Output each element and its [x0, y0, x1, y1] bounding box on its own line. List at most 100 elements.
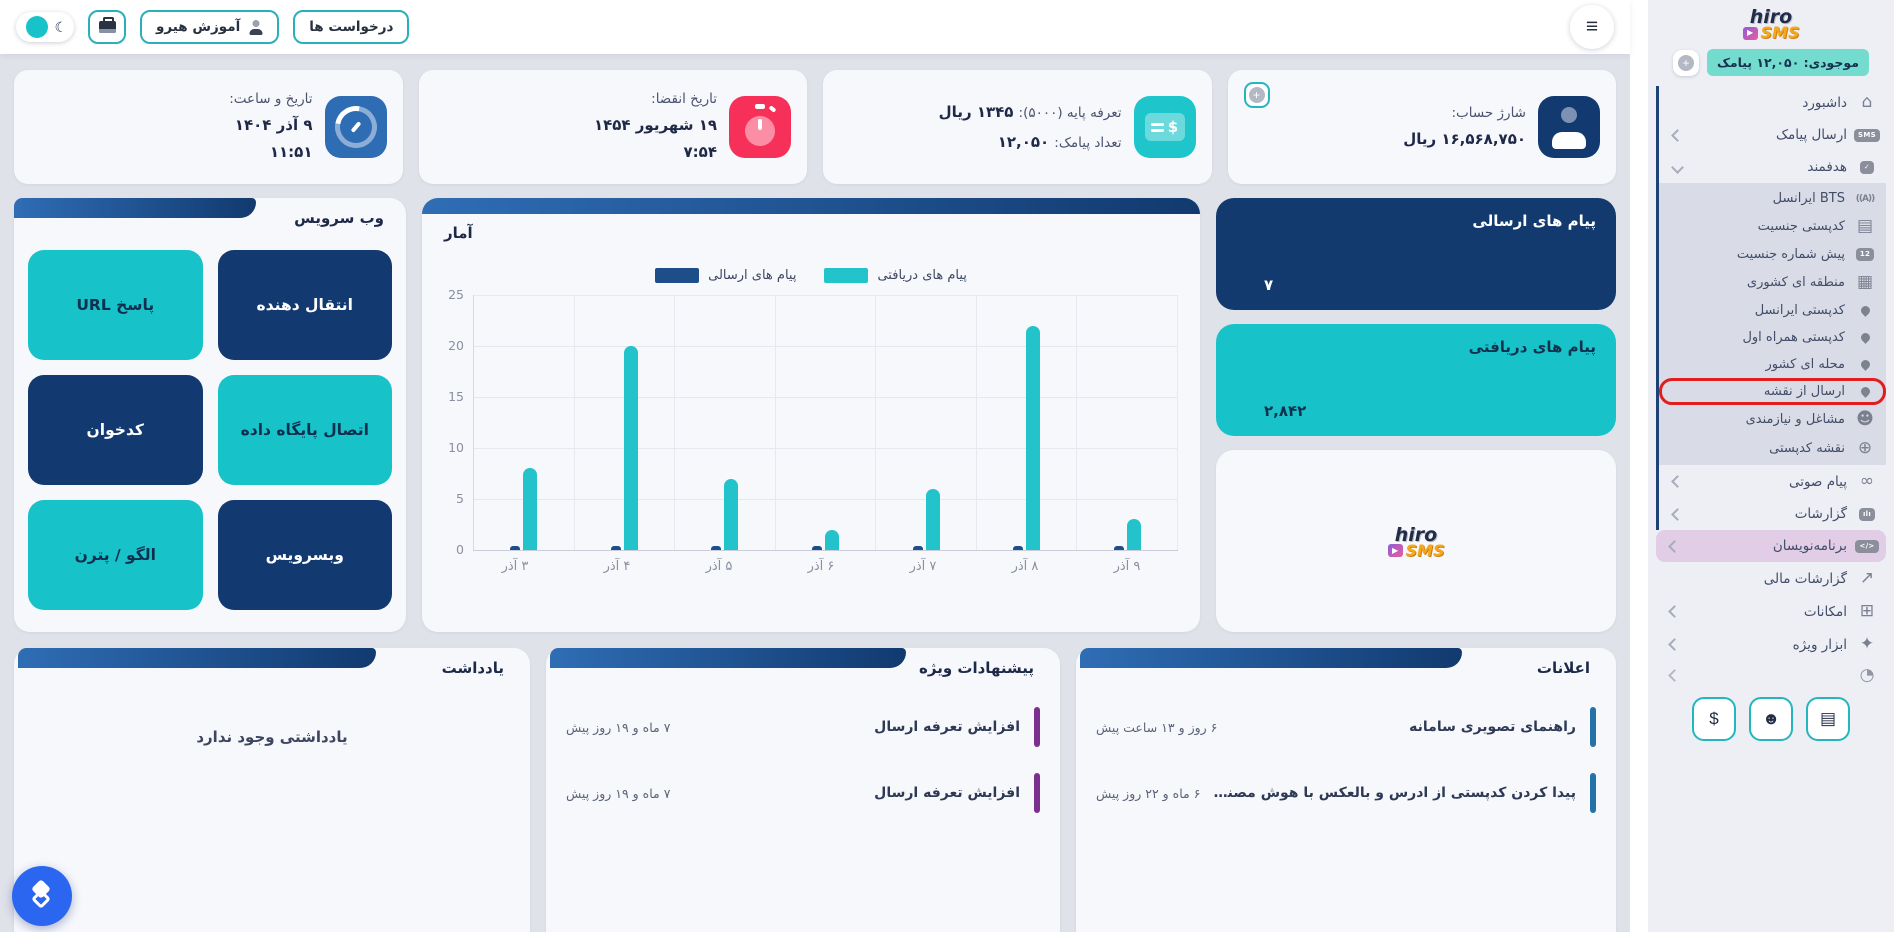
webservice-title: وب سرویس	[294, 209, 384, 227]
chart-bar	[623, 346, 638, 550]
webservice-card: وب سرویس انتقال دهنده پاسخ URL اتصال پای…	[14, 198, 406, 632]
chart-bar	[912, 546, 923, 550]
chevron-left-icon	[1671, 507, 1684, 521]
webservice-button[interactable]: وبسرویس	[217, 500, 392, 610]
charge-value: ۱۶,۵۶۸,۷۵۰ ریال	[1403, 129, 1526, 148]
chart-category	[575, 295, 676, 550]
chart-category	[474, 295, 575, 550]
sidebar-item-postal-hamrah-aval[interactable]: کدپستی همراه اول	[1659, 324, 1886, 351]
sidebar-item-dashboard[interactable]: ⌂ داشبورد	[1659, 86, 1886, 119]
chart-body: 25 20 15 10 5 0 ۳ آذر ۴ آذر ۵ آذر ۶ آذر ۷ آذر ۸ آذ…	[422, 288, 1200, 574]
chevron-left-icon	[1671, 475, 1684, 488]
training-button-label: آموزش هیرو	[156, 19, 241, 35]
announcement-row[interactable]: پیدا کردن کدپستی از ادرس و بالعکس با هوش…	[1094, 760, 1598, 826]
chart-x-label: ۹ آذر	[1113, 559, 1141, 574]
received-messages-tile[interactable]: پیام های دریافتی ۲,۸۴۲	[1216, 324, 1616, 436]
code-reader-button[interactable]: کدخوان	[28, 375, 203, 485]
sidebar-item-send-from-map[interactable]: ارسال از نقشه	[1659, 378, 1886, 405]
chart-bar	[724, 478, 739, 550]
billing-button[interactable]: $	[1692, 697, 1736, 741]
pattern-button[interactable]: الگو / پترن	[28, 500, 203, 610]
chart-x-label: ۴ آذر	[603, 559, 631, 574]
chart-category	[977, 295, 1078, 550]
sidebar-item-neighborhood-country[interactable]: محله ای کشور	[1659, 351, 1886, 378]
chart-x-label: ۵ آذر	[705, 559, 733, 574]
workspace-button[interactable]	[88, 10, 126, 44]
accent-bar	[1034, 707, 1040, 747]
sidebar-item-reports[interactable]: ılı گزارشات	[1659, 498, 1886, 530]
sidebar-item-features[interactable]: ⊞ امکانات	[1656, 595, 1886, 628]
chart-x-label: ۳ آذر	[501, 559, 529, 574]
chevron-left-icon	[1671, 128, 1684, 142]
offer-row[interactable]: افزایش تعرفه ارسال ۷ ماه و ۱۹ روز پیش	[564, 760, 1042, 826]
offer-row[interactable]: افزایش تعرفه ارسال ۷ ماه و ۱۹ روز پیش	[564, 694, 1042, 760]
legend-swatch	[655, 268, 700, 283]
news-button[interactable]: ▤	[1806, 697, 1850, 741]
sidebar-item-postal-gender[interactable]: ▤ کدپستی جنسیت	[1659, 212, 1886, 241]
accent-bar	[1590, 773, 1596, 813]
chart-x-label: ۶ آذر	[807, 559, 835, 574]
sidebar-item-prefix-gender[interactable]: 12 پیش شماره جنسیت	[1659, 241, 1886, 268]
chart-x-labels: ۳ آذر ۴ آذر ۵ آذر ۶ آذر ۷ آذر ۸ آذر ۹ آذر	[464, 559, 1178, 574]
chevron-down-icon	[1671, 160, 1684, 174]
tariff-label: تعرفه پایه (۵۰۰۰):	[1018, 105, 1122, 122]
chart-category	[1077, 295, 1179, 550]
sidebar-item-jobs-needs[interactable]: ☻ مشاغل و نیازمندی	[1659, 405, 1886, 434]
clock-icon	[324, 96, 387, 158]
legend-swatch	[824, 268, 869, 283]
transfer-button[interactable]: انتقال دهنده	[217, 250, 392, 360]
sent-messages-tile[interactable]: پیام های ارسالی ۷	[1216, 198, 1616, 310]
profile-button[interactable]: ☻	[1749, 697, 1793, 741]
sms-icon: SMS	[1854, 128, 1880, 142]
requests-button[interactable]: درخواست ها	[293, 10, 410, 44]
sidebar-item-send-sms[interactable]: SMS ارسال پیامک	[1659, 119, 1886, 151]
sidebar-item-partial[interactable]: ◔	[1656, 661, 1886, 689]
chart-category	[876, 295, 977, 550]
home-icon: ⌂	[1861, 92, 1873, 112]
special-offers-card: پیشنهادات ویژه افزایش تعرفه ارسال ۷ ماه …	[546, 648, 1060, 932]
sidebar-item-bts-irancell[interactable]: ((A)) BTS ایرانسل	[1772, 191, 1876, 206]
legend-label: پیام های ارسالی	[708, 268, 797, 283]
hiro-training-button[interactable]: آموزش هیرو	[140, 10, 280, 44]
map-pin-icon	[1854, 385, 1876, 398]
chevron-left-icon	[1668, 668, 1681, 682]
dark-mode-toggle[interactable]: ☾	[16, 12, 74, 42]
main-area: ☾ آموزش هیرو درخواست ها ≡ شارژ حساب:	[0, 0, 1630, 932]
calculator-icon: ⊞	[1859, 601, 1875, 621]
expiry-card: تاریخ انقضا: ۱۹ شهریور ۱۴۵۴ ۷:۵۴	[418, 70, 807, 184]
sidebar-item-regional-country[interactable]: ▦ منطقه ای کشوری	[1659, 268, 1886, 297]
sidebar-item-voice-message[interactable]: ∞ پیام صوتی	[1659, 465, 1886, 498]
sidebar-item-financial-reports[interactable]: ↗ گزارشات مالی	[1656, 562, 1886, 595]
check-badge-icon: ✓	[1856, 160, 1878, 174]
sidebar-item-targeted[interactable]: ✓ هدفمند	[1659, 151, 1886, 183]
sidebar-item-postal-map[interactable]: ⊕ نقشه کدپستی	[1659, 434, 1886, 463]
sidebar-divider	[1630, 0, 1648, 932]
announcement-row[interactable]: راهنمای تصویری سامانه ۶ روز و ۱۳ ساعت پی…	[1094, 694, 1598, 760]
sent-tile-value: ۷	[1264, 276, 1274, 294]
webservice-grid: انتقال دهنده پاسخ URL اتصال پایگاه داده …	[28, 250, 392, 610]
url-response-button[interactable]: پاسخ URL	[28, 250, 203, 360]
received-tile-title: پیام های دریافتی	[1468, 338, 1596, 356]
datetime-card: تاریخ و ساعت: ۹ آذر ۱۴۰۴ ۱۱:۵۱	[14, 70, 403, 184]
chart-bar	[510, 546, 521, 550]
menu-button[interactable]: ≡	[1570, 5, 1614, 49]
map-icon: ▦	[1856, 272, 1874, 292]
chat-widget-button[interactable]	[12, 866, 72, 926]
map-pin-icon	[1854, 304, 1876, 317]
avatar	[1538, 96, 1600, 158]
add-credit-button[interactable]: +	[1673, 49, 1700, 76]
database-connection-button[interactable]: اتصال پایگاه داده	[217, 375, 392, 485]
balance-badge: موجودی: ۱۲,۰۵۰ پیامک	[1707, 49, 1869, 76]
report-icon: ılı	[1856, 507, 1878, 521]
logo-word-hiro: hiro	[1749, 6, 1793, 28]
offers-title: پیشنهادات ویژه	[919, 659, 1034, 677]
sidebar-item-developers[interactable]: </> برنامه‌نویسان	[1656, 530, 1886, 562]
legend-label: پیام های دریافتی	[877, 268, 967, 283]
voicemail-icon: ∞	[1859, 471, 1875, 491]
sidebar-item-postal-irancell[interactable]: کدپستی ایرانسل	[1659, 297, 1886, 324]
bottom-row: اعلانات راهنمای تصویری سامانه ۶ روز و ۱۳…	[14, 648, 1616, 932]
sidebar-item-special-tools[interactable]: ✦ ابزار ویژه	[1656, 628, 1886, 661]
increase-charge-button[interactable]: +	[1243, 82, 1270, 108]
chevron-left-icon	[1668, 539, 1681, 553]
chart-x-label: ۸ آذر	[1011, 559, 1039, 574]
